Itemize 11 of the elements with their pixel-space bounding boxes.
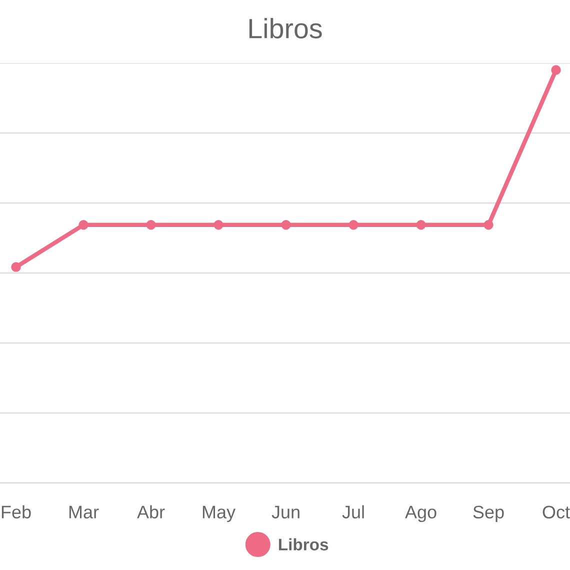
x-tick-label: Jun [272, 506, 300, 518]
x-tick-label: Ago [404, 506, 436, 522]
x-tick-label: Oct [542, 506, 570, 518]
x-tick-label: Sep [473, 506, 504, 522]
x-tick-label: Abr [136, 505, 165, 518]
chart-title: Libros [249, 18, 322, 38]
x-tick-label: May [202, 506, 236, 522]
legend-label: Libros [278, 538, 328, 550]
x-tick-label: Mar [69, 506, 99, 518]
x-tick-label: Feb [2, 505, 31, 518]
x-tick-label: Jul [342, 505, 364, 518]
